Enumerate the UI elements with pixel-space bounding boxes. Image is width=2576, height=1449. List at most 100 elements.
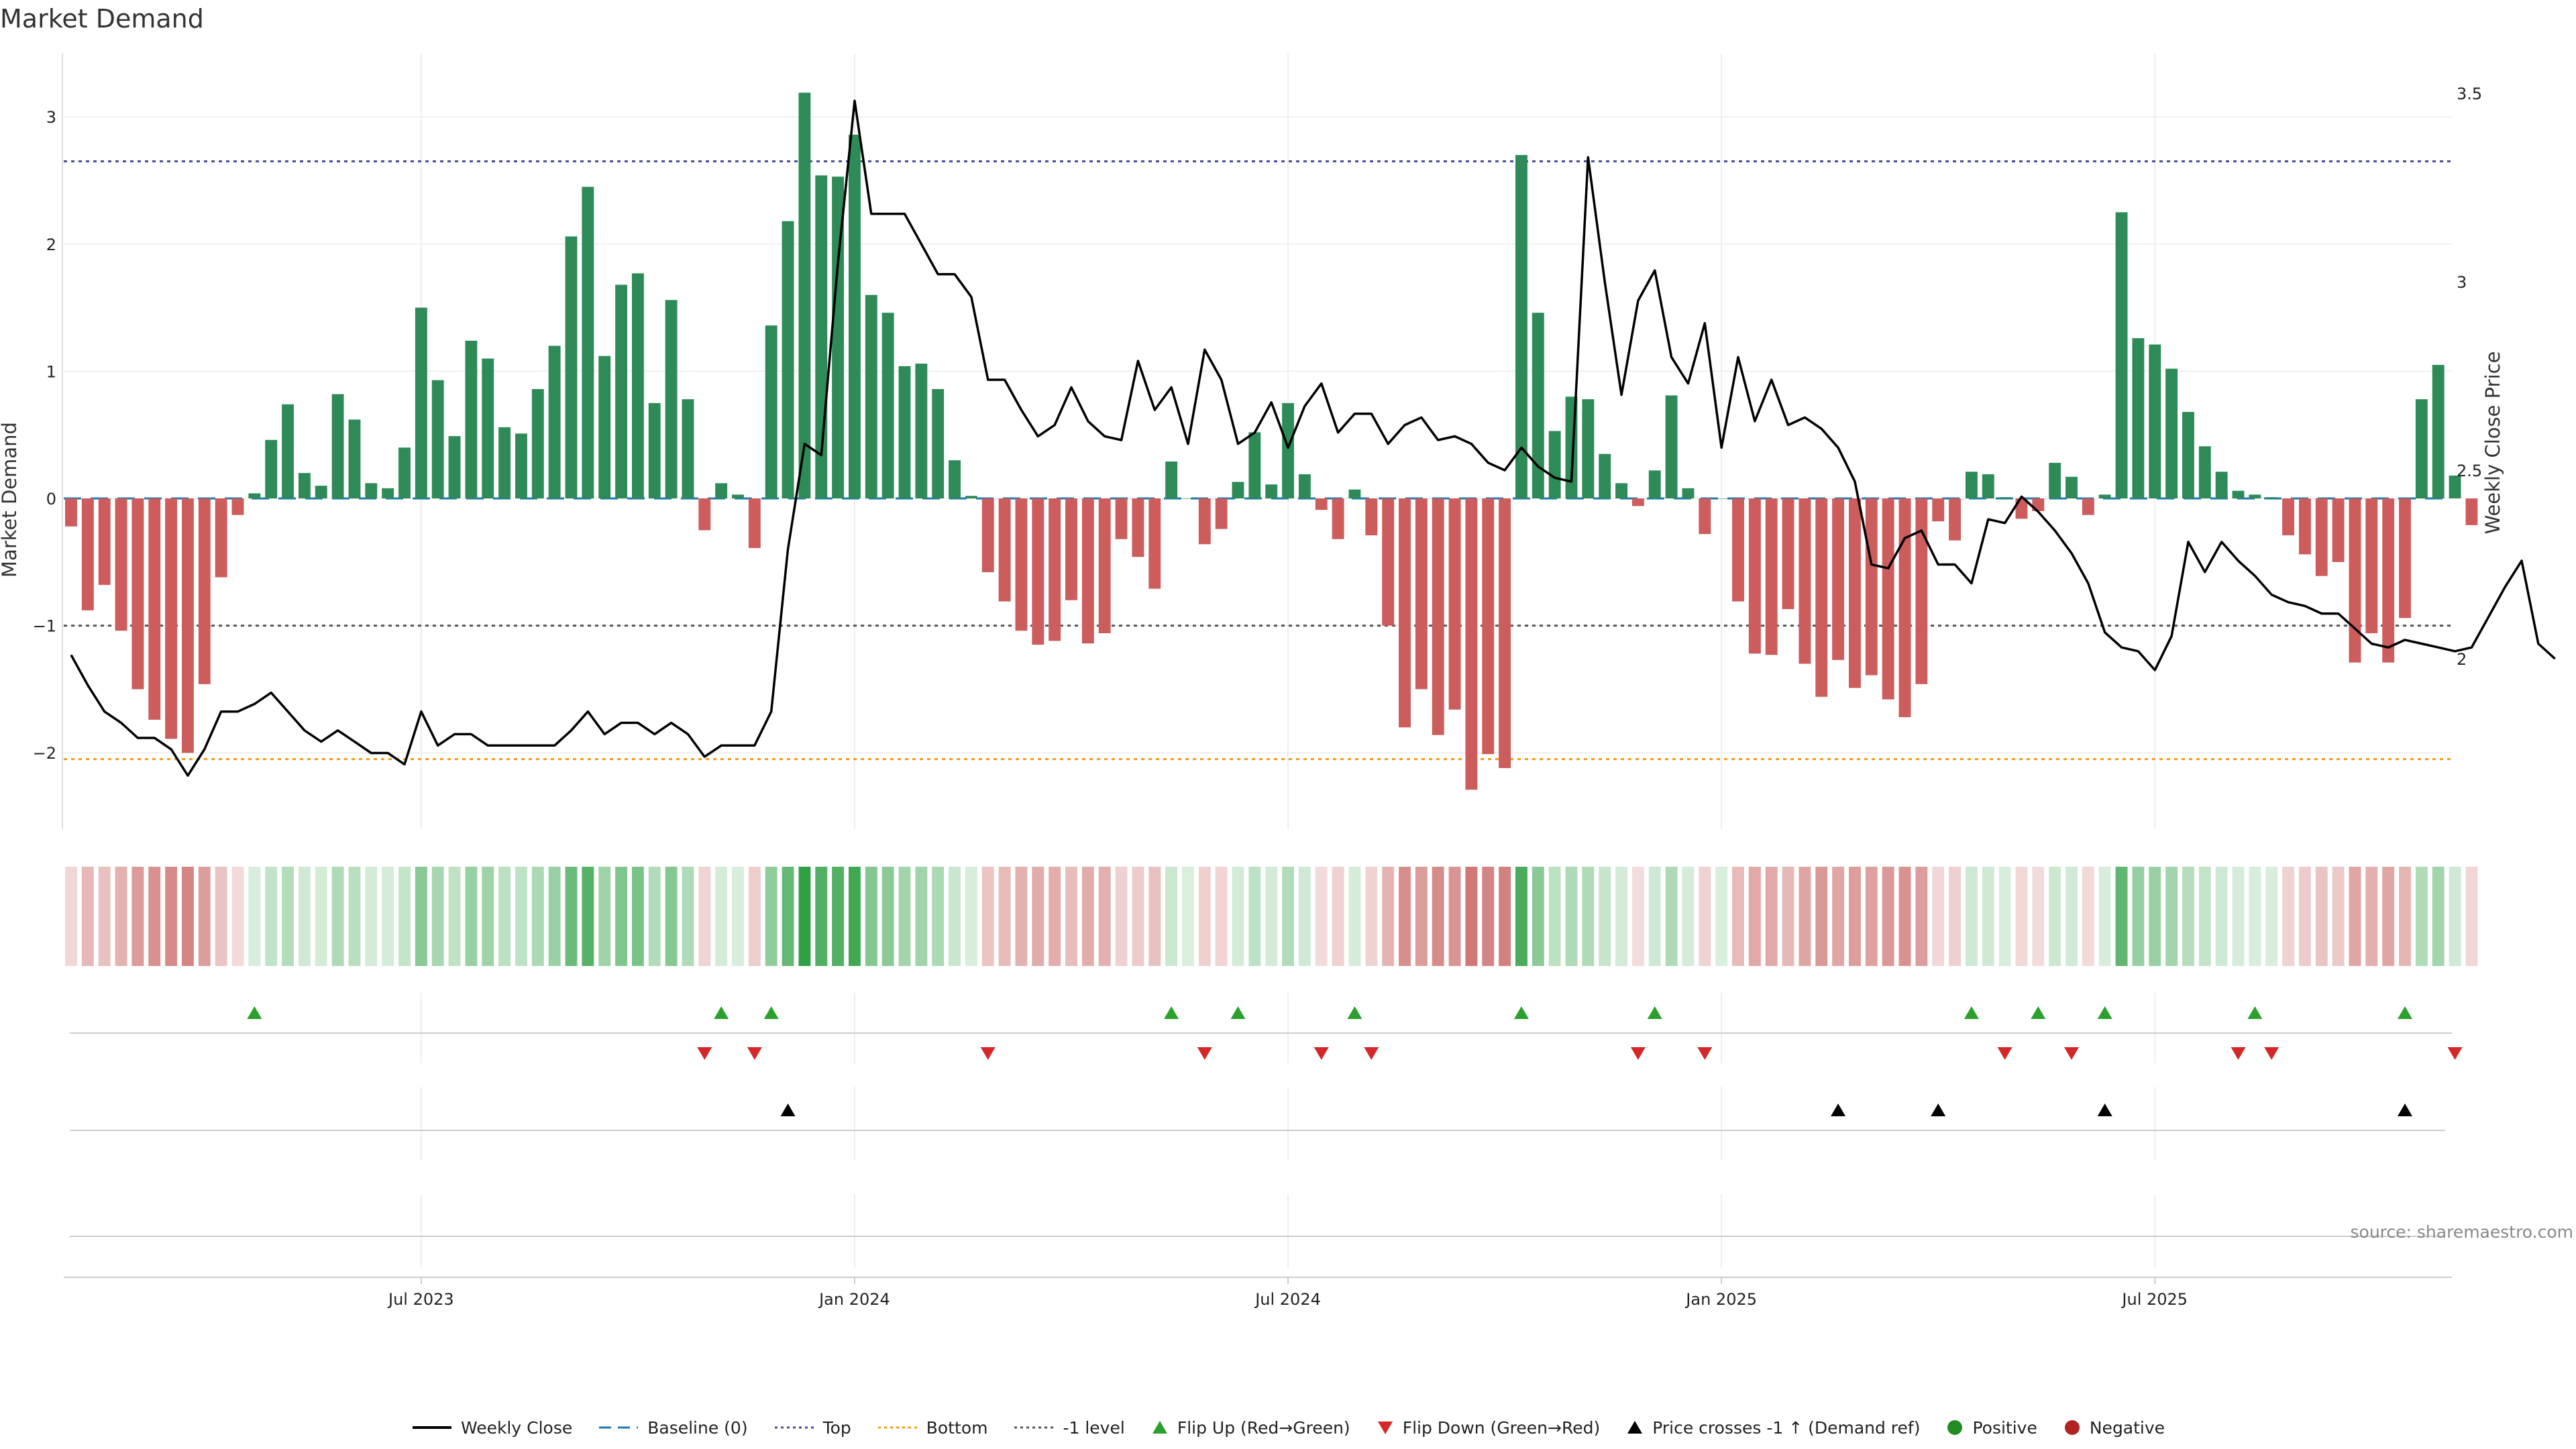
heat-cell — [1548, 867, 1561, 966]
demand-bar — [2365, 498, 2378, 633]
flip-up-marker — [1164, 1006, 1179, 1019]
heat-cell — [1315, 867, 1328, 966]
demand-bar — [1032, 498, 1044, 645]
heat-cell — [482, 867, 494, 966]
demand-bar — [298, 473, 311, 498]
legend-item: Positive — [1945, 1418, 2037, 1438]
heat-cell — [1215, 867, 1228, 966]
demand-bar — [565, 236, 578, 498]
heat-cell — [415, 867, 427, 966]
demand-bar — [1499, 498, 1511, 768]
demand-bar — [2198, 446, 2211, 498]
demand-bar — [715, 483, 728, 498]
flip-down-marker — [2231, 1047, 2246, 1060]
flip-up-marker — [1230, 1006, 1246, 1019]
demand-bar — [798, 93, 811, 498]
demand-bar — [331, 394, 344, 498]
heat-cell — [515, 867, 527, 966]
x-axis: Jul 2023 Jan 2024 Jul 2024 Jan 2025 Jul 2025 — [64, 1277, 2452, 1309]
heat-cell — [1482, 867, 1495, 966]
demand-bars — [65, 93, 2478, 790]
demand-bar — [1015, 498, 1028, 631]
demand-bar — [2332, 498, 2345, 562]
heat-cell — [1432, 867, 1444, 966]
legend-item: -1 level — [1013, 1418, 1125, 1438]
demand-bar — [1799, 498, 1811, 664]
heat-cell — [1648, 867, 1661, 966]
legend-label: Flip Down (Green→Red) — [1402, 1417, 1601, 1438]
heat-cell — [782, 867, 794, 966]
heat-cell — [2249, 867, 2261, 966]
legend-item: Bottom — [877, 1417, 988, 1438]
right-axis-label: Weekly Close Price — [2481, 352, 2504, 535]
heat-cell — [715, 867, 728, 966]
heat-cell — [1748, 867, 1761, 966]
demand-bar — [2265, 497, 2278, 498]
heat-cell — [2432, 867, 2445, 966]
heat-cell — [398, 867, 411, 966]
legend-label: Bottom — [926, 1417, 988, 1438]
heat-cell — [1148, 867, 1161, 966]
heat-cell — [448, 867, 461, 966]
flip-up-marker — [247, 1006, 262, 1019]
demand-bar — [1049, 498, 1061, 641]
demand-bar — [2349, 498, 2361, 663]
heat-cell — [2298, 867, 2311, 966]
demand-bar — [2065, 476, 2078, 498]
legend-triangle — [1627, 1421, 1643, 1434]
legend-circle — [2064, 1420, 2080, 1435]
flip-down-marker — [1630, 1047, 1646, 1060]
demand-bar — [98, 498, 111, 585]
demand-bar — [498, 427, 511, 498]
legend-swatch — [1377, 1421, 1393, 1434]
left-axis: −2 −1 0 1 2 3 — [33, 54, 63, 829]
heat-cell — [1782, 867, 1794, 966]
heat-cell — [2098, 867, 2111, 966]
heat-cell — [565, 867, 578, 966]
heat-cell — [348, 867, 361, 966]
demand-bar — [2249, 494, 2261, 498]
demand-bar — [2415, 399, 2428, 498]
demand-bar — [981, 498, 994, 572]
heat-cell — [1615, 867, 1627, 966]
heat-cell — [81, 867, 94, 966]
heat-cell — [1365, 867, 1378, 966]
demand-bar — [1432, 498, 1444, 735]
heat-cell — [1565, 867, 1578, 966]
price-cross-marker — [1831, 1104, 1846, 1116]
y2-tick-label: 2 — [2457, 650, 2467, 669]
heat-cell — [682, 867, 694, 966]
heat-cell — [1898, 867, 1911, 966]
y2-tick-label: 3 — [2457, 273, 2467, 292]
heat-cell — [2365, 867, 2378, 966]
demand-bar — [1081, 498, 1094, 644]
heat-cell — [148, 867, 161, 966]
heat-cell — [2198, 867, 2211, 966]
legend-swatch — [1152, 1421, 1167, 1434]
demand-bar — [732, 494, 744, 498]
demand-bar — [1532, 313, 1544, 498]
demand-bar — [748, 498, 761, 548]
demand-bar — [881, 313, 894, 498]
heat-cell — [698, 867, 711, 966]
weekly-close-line — [70, 99, 2556, 777]
heat-cell — [2415, 867, 2428, 966]
demand-bar — [1882, 498, 1894, 700]
heat-cell — [1132, 867, 1144, 966]
heat-cell — [1515, 867, 1527, 966]
flip-up-marker — [1964, 1006, 1979, 1019]
heat-cell — [2049, 867, 2061, 966]
demand-bar — [1965, 472, 1978, 498]
demand-bar — [148, 498, 161, 720]
demand-bar — [2149, 344, 2161, 498]
demand-bar — [165, 498, 178, 739]
legend-label: Weekly Close — [460, 1417, 573, 1438]
demand-bar — [1482, 498, 1495, 755]
x-tick-label: Jul 2023 — [387, 1290, 454, 1309]
heat-cell — [2282, 867, 2294, 966]
demand-bar — [1932, 498, 1945, 522]
heat-cell — [998, 867, 1011, 966]
source-note: source: sharemaestro.com — [2350, 1222, 2574, 1242]
demand-bar — [1198, 498, 1211, 545]
heat-cell — [1348, 867, 1361, 966]
